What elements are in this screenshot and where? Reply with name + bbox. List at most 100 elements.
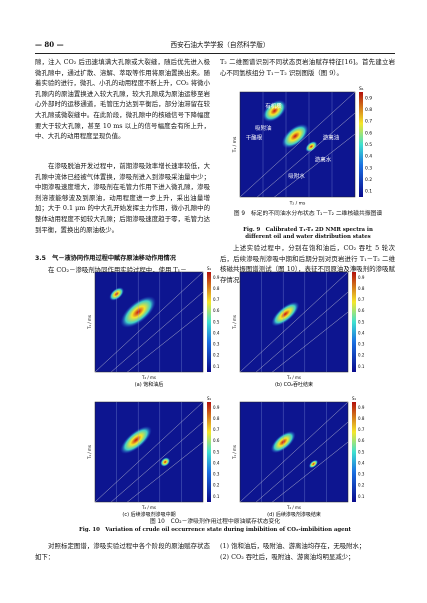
colorbar-tick-label: 0.1 — [213, 494, 220, 499]
colorbar-tick-label: 0.4 — [358, 330, 365, 335]
region-label: 吸附水 — [288, 172, 305, 180]
colorbar-tick-label: 0.8 — [358, 286, 365, 291]
ratio-line — [127, 441, 204, 503]
colorbar-tick-label: 0.8 — [358, 416, 365, 421]
signal-blob — [120, 426, 152, 454]
colorbar-label: S₁ — [352, 396, 357, 401]
colorbar-tick-label: 0.4 — [358, 460, 365, 465]
colorbar — [352, 272, 356, 372]
region-label: 干酪根 — [246, 133, 263, 141]
signal-blob — [160, 457, 171, 467]
colorbar — [352, 402, 356, 502]
colorbar-tick-label: 0.9 — [213, 275, 220, 280]
journal-title: 西安石油大学学报（自然科学版） — [170, 41, 270, 49]
colorbar-tick-label: 0.2 — [358, 353, 365, 358]
ratio-line — [94, 271, 204, 373]
ratio-line — [127, 311, 204, 373]
panel-caption: (c) 后续渗吸剂渗吸中期 — [122, 511, 175, 518]
colorbar-tick-label: 0.8 — [213, 416, 220, 421]
colorbar-tick-label: 0.2 — [213, 353, 220, 358]
colorbar-tick-label: 0.6 — [213, 438, 220, 443]
colorbar-tick-label: 0.5 — [358, 449, 365, 454]
colorbar-tick-label: 0.5 — [213, 319, 220, 324]
list-item: (2) CO₂ 吞吐后，吸附油、游离油均明显减少； — [220, 553, 355, 561]
panel-caption: (a) 饱和油后 — [135, 381, 164, 388]
colorbar-tick-label: 0.2 — [358, 483, 365, 488]
colorbar-tick-label: 0.3 — [213, 342, 220, 347]
colorbar-tick-label: 0.7 — [358, 297, 365, 302]
colorbar-label: S₁ — [207, 266, 212, 271]
colorbar-tick-label: 0.3 — [213, 472, 220, 477]
region-label: 游离水 — [315, 155, 332, 163]
colorbar-tick-label: 0.6 — [358, 308, 365, 313]
colorbar-tick-label: 0.2 — [213, 483, 220, 488]
ratio-line — [272, 441, 349, 503]
colorbar-tick-label: 0.1 — [365, 189, 372, 195]
ratio-line — [239, 401, 349, 503]
paragraph: 在 CO₂－渗吸剂协同作用实验过程中，使用 T₁－ — [48, 266, 187, 274]
y-axis-label: T₁ / ms — [87, 445, 92, 460]
x-axis-label: T₂ / ms — [289, 201, 306, 207]
ratio-line — [94, 401, 204, 503]
colorbar-tick-label: 0.7 — [213, 427, 220, 432]
colorbar-tick-label: 0.5 — [358, 319, 365, 324]
colorbar-tick-label: 0.7 — [358, 427, 365, 432]
ratio-line — [239, 91, 356, 198]
ratio-line — [239, 271, 349, 373]
x-axis-label: T₂ / ms — [141, 505, 156, 510]
colorbar-tick-label: 0.6 — [213, 308, 220, 313]
paragraph: T₂ 二维图谱识别不同状态页岩油赋存特征[16]。首先建立岩心不同氢核组分 T₁… — [220, 58, 395, 77]
colorbar-tick-label: 0.4 — [213, 330, 220, 335]
figure-caption: 图 10 CO₂－渗吸剂作用过程中原油赋存状态变化 — [149, 519, 281, 525]
region-label: 游离油 — [323, 133, 340, 141]
colorbar — [207, 272, 211, 372]
colorbar-tick-label: 0.3 — [365, 165, 372, 171]
panel-caption: (d) 后续渗吸剂渗吸结束 — [267, 511, 321, 518]
ratio-line — [272, 311, 349, 373]
colorbar-tick-label: 0.9 — [213, 405, 220, 410]
section-heading: 3.5 气－液协同作用过程中赋存原油移动作用情况 — [35, 255, 176, 262]
signal-blob — [262, 99, 287, 122]
colorbar-tick-label: 0.9 — [365, 95, 372, 101]
colorbar-tick-label: 0.9 — [358, 275, 365, 280]
y-axis-label: T₁ / ms — [87, 315, 92, 330]
signal-blob — [308, 459, 319, 469]
colorbar-tick-label: 0.3 — [358, 342, 365, 347]
colorbar-tick-label: 0.1 — [358, 494, 365, 499]
paragraph: 上述实验过程中，分别在饱和油后，CO₂ 吞吐 5 轮次后，后续渗吸剂渗吸中期和后… — [220, 244, 395, 284]
colorbar-tick-label: 0.1 — [358, 364, 365, 369]
paragraph: 对照标定图谱，渗吸实验过程中各个阶段的原油赋存状态如下： — [35, 542, 210, 561]
x-axis-label: T₂ / ms — [286, 375, 301, 380]
ratio-line — [274, 133, 356, 198]
list-item: (1) 饱和油后，吸附油、游离油均存在，无吸附水； — [220, 542, 366, 550]
header-rule — [35, 53, 395, 54]
page-number: — 80 — — [35, 40, 64, 49]
colorbar-tick-label: 0.7 — [365, 119, 372, 125]
colorbar-label: S₁ — [359, 86, 364, 92]
colorbar — [207, 402, 211, 502]
colorbar-label: S₁ — [207, 396, 212, 401]
ratio-line — [111, 421, 204, 503]
colorbar-tick-label: 0.8 — [213, 286, 220, 291]
colorbar-tick-label: 0.6 — [365, 130, 372, 136]
signal-blob — [271, 301, 300, 327]
signal-blob — [281, 123, 309, 149]
figure-caption-en: Fig. 9 Calibrated T₁-T₂ 2D NMR spectra i… — [243, 227, 373, 240]
colorbar-tick-label: 0.3 — [358, 472, 365, 477]
colorbar-tick-label: 0.8 — [365, 107, 372, 113]
colorbar-tick-label: 0.5 — [365, 142, 372, 148]
ratio-line — [111, 291, 204, 373]
y-axis-label: T₁ / ms — [232, 445, 237, 460]
figure-caption-en: Fig. 10 Variation of crude oil occurrenc… — [78, 527, 351, 533]
colorbar-tick-label: 0.6 — [358, 438, 365, 443]
region-label: 吸附油 — [255, 124, 272, 132]
colorbar — [359, 92, 363, 197]
ratio-line — [256, 291, 349, 373]
paragraph: 在渗吸脱油开发过程中，前期渗吸效率增长速率较低，大孔隙中流体已经被气体置换，渗吸… — [35, 162, 210, 234]
colorbar-tick-label: 0.1 — [213, 364, 220, 369]
panel-caption: (b) CO₂吞吐结束 — [275, 381, 313, 388]
y-axis-label: T₁ / ms — [232, 136, 238, 153]
figure-caption: 图 9 标定的不同油水分布状态 T₁－T₂ 二维核磁共振图谱 — [233, 211, 383, 217]
